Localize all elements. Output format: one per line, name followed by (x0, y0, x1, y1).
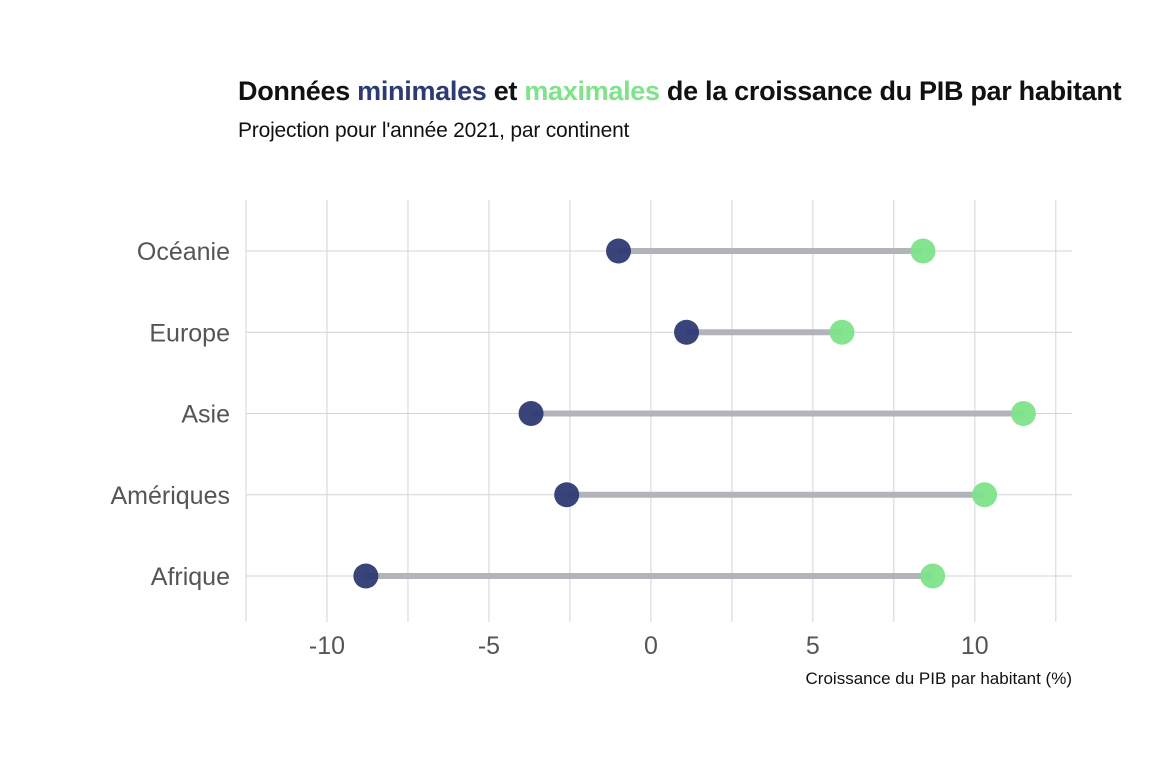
x-tick-label: -5 (478, 632, 500, 660)
title-min-word: minimales (357, 76, 487, 106)
max-point (972, 482, 998, 508)
min-point (674, 319, 700, 345)
y-tick-label: Amériques (111, 482, 231, 510)
y-tick-label: Europe (149, 319, 230, 347)
chart-subtitle: Projection pour l'année 2021, par contin… (238, 119, 630, 142)
y-tick-label: Océanie (137, 238, 230, 266)
min-point (554, 482, 580, 508)
max-point (910, 238, 936, 264)
title-part2: et (486, 76, 525, 106)
x-tick-label: -10 (309, 632, 345, 660)
min-point (518, 401, 544, 426)
x-tick-label: 10 (961, 632, 989, 660)
max-point (920, 563, 946, 589)
max-point (829, 319, 855, 345)
y-tick-label: Asie (181, 401, 230, 429)
chart-title: Données minimales et maximales de la cro… (238, 76, 1122, 107)
x-tick-label: 0 (644, 632, 658, 660)
title-part3: de la croissance du PIB par habitant (659, 76, 1122, 106)
y-tick-label: Afrique (151, 563, 230, 591)
title-part1: Données (238, 76, 358, 106)
min-point (606, 238, 632, 264)
x-axis-label: Croissance du PIB par habitant (%) (806, 669, 1072, 688)
max-point (1010, 401, 1036, 426)
min-point (353, 563, 379, 589)
title-max-word: maximales (524, 76, 660, 106)
x-tick-label: 5 (806, 632, 820, 660)
